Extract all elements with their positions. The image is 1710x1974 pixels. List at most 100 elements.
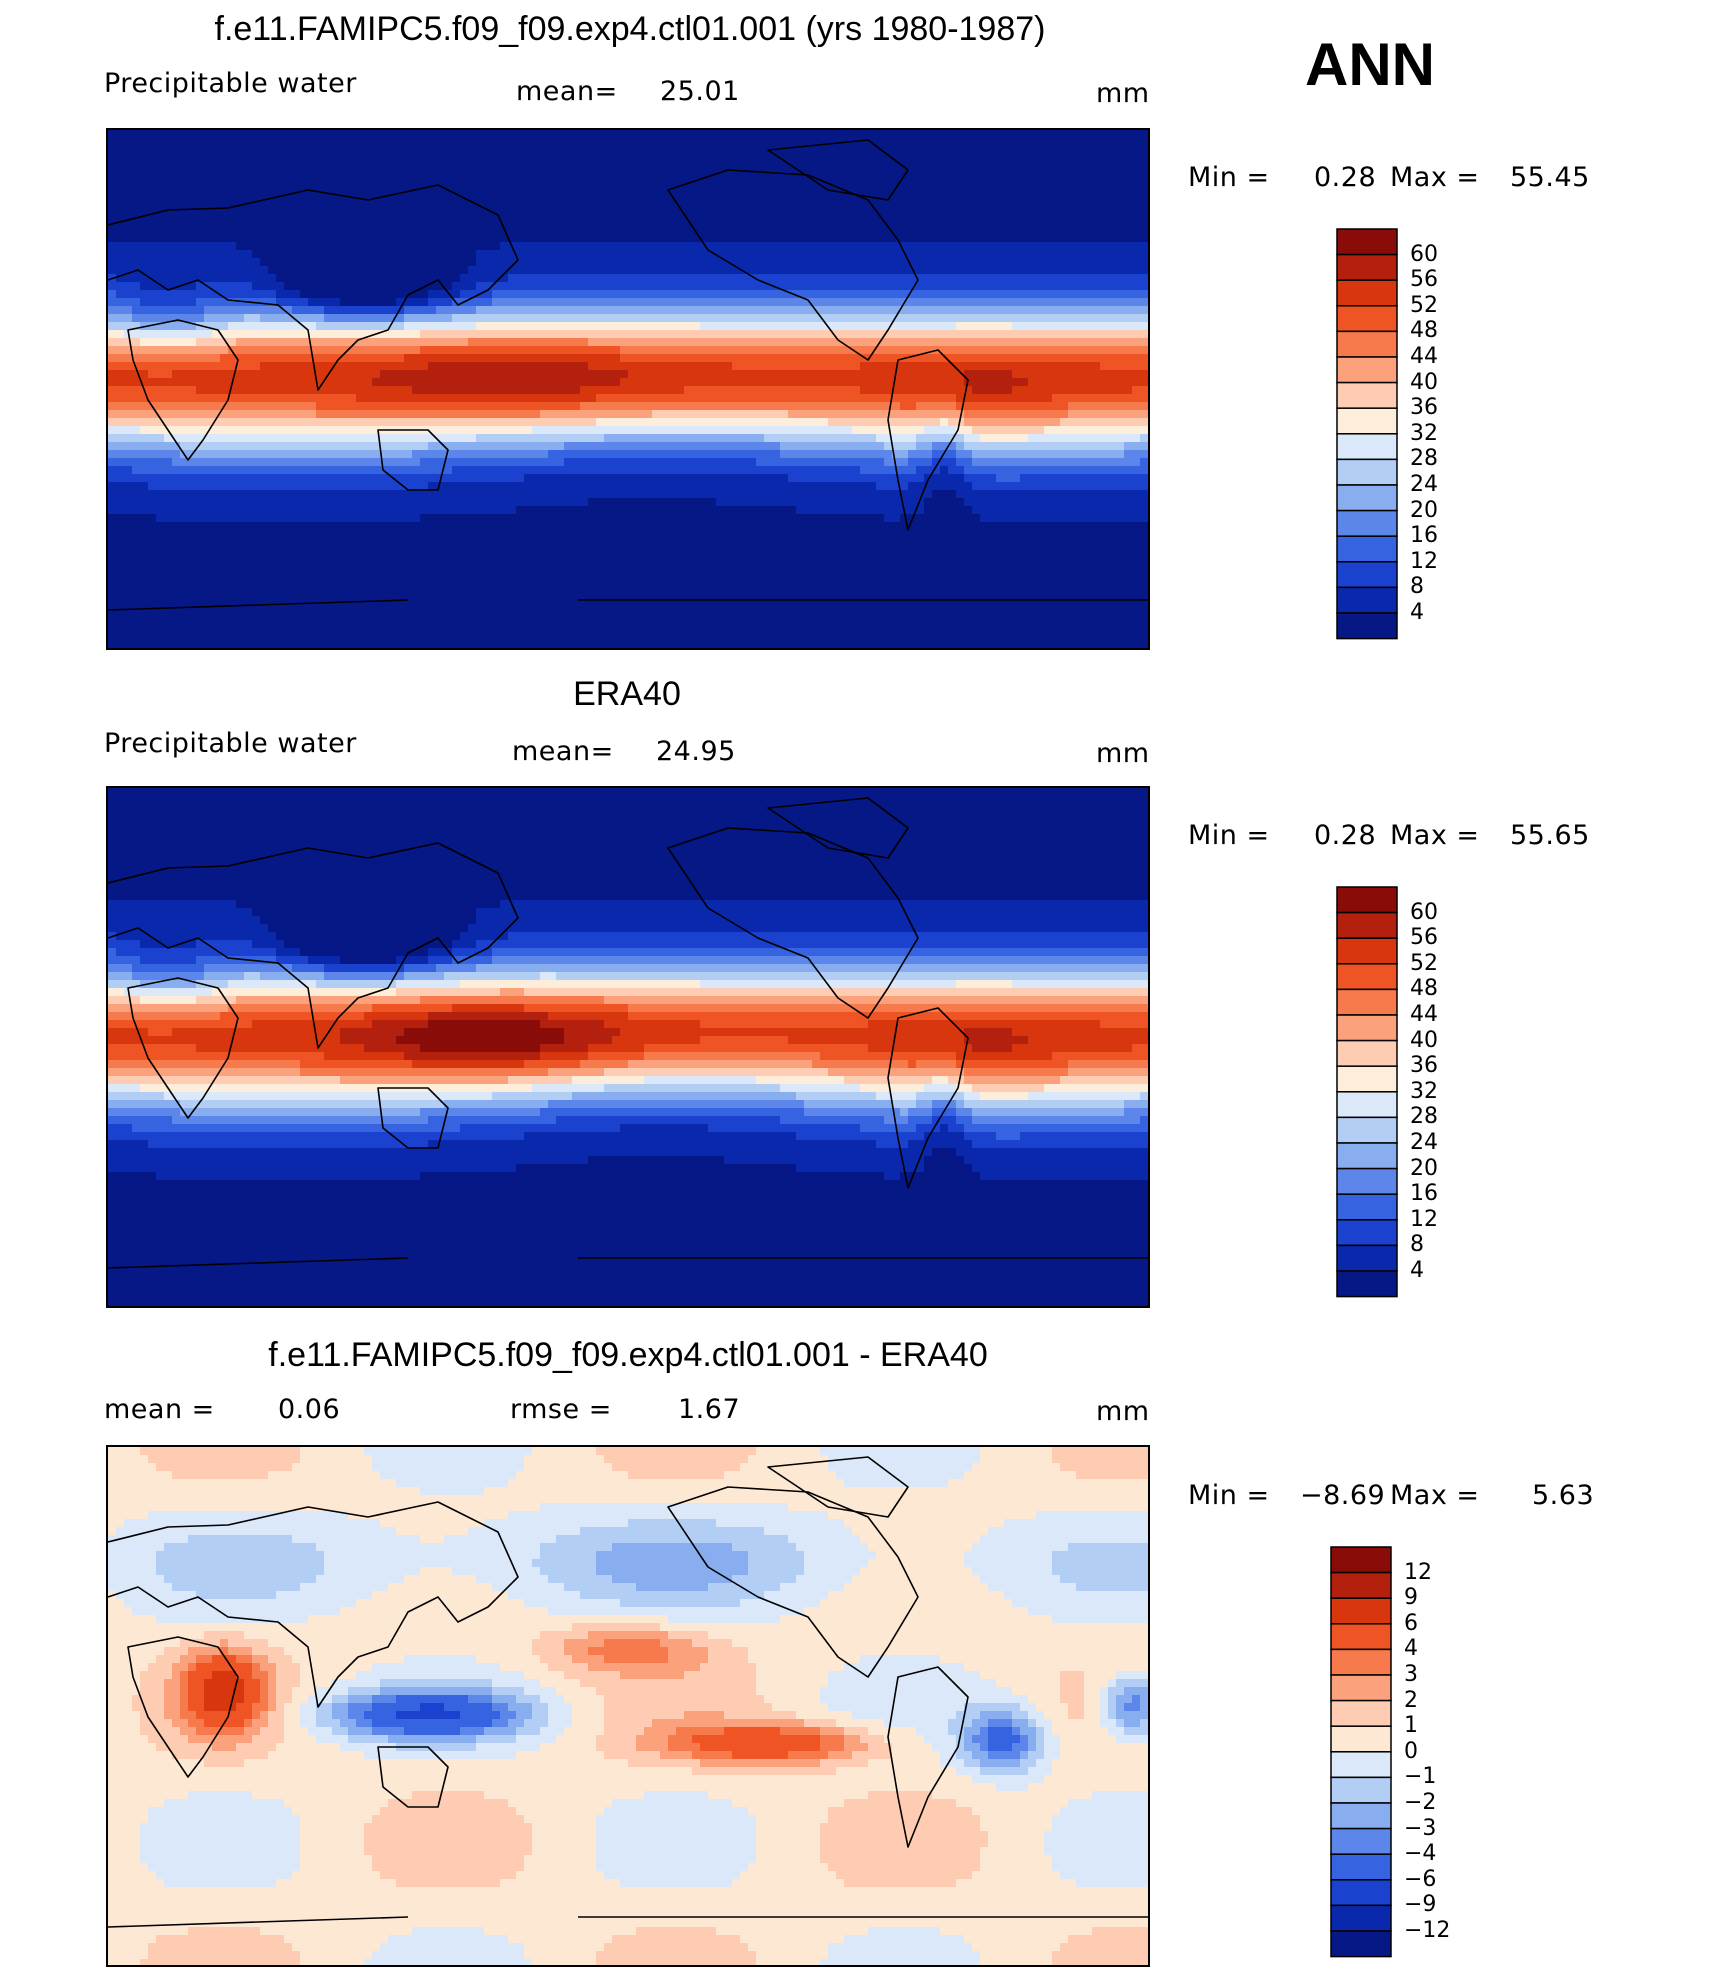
coastline [108,1257,1148,1269]
panel-3-units: mm [1096,1396,1150,1427]
panel-3-min-label: Min = [1188,1480,1270,1511]
colorbar-swatch [1330,1853,1392,1881]
colorbar-swatch [1336,1116,1398,1144]
colorbar-tick-label: 44 [1410,1002,1438,1027]
colorbar-tick-label: 44 [1410,344,1438,369]
panel-1-map [106,128,1150,650]
coastline [127,977,239,1119]
coastline [377,1087,449,1149]
colorbar-tick-label: 16 [1410,523,1438,548]
colorbar-swatch [1336,1014,1398,1042]
colorbar-tick-label: 32 [1410,1079,1438,1104]
panel-2-min-value: 0.28 [1314,820,1376,851]
colorbar-swatch [1330,1623,1392,1651]
colorbar-swatch [1330,1699,1392,1727]
panel-3-rmse-label: rmse = [510,1394,612,1425]
coastline [767,797,909,859]
colorbar-tick-label: 4 [1404,1636,1418,1661]
colorbar-tick-label: −3 [1404,1816,1436,1841]
panel-1-mean-value: 25.01 [660,76,740,107]
colorbar-swatch [1336,356,1398,384]
colorbar-tick-label: 36 [1410,1053,1438,1078]
colorbar-swatch [1336,1142,1398,1170]
colorbar-swatch [1336,963,1398,991]
colorbar-tick-label: 1 [1404,1713,1418,1738]
coastline [887,1666,969,1848]
coastline [108,842,519,1049]
colorbar-swatch [1330,1802,1392,1830]
panel-1-max-value: 55.45 [1510,162,1590,193]
coastline [767,139,909,201]
colorbar-tick-label: 0 [1404,1739,1418,1764]
panel-3-mean-value: 0.06 [278,1394,340,1425]
coastline [127,319,239,461]
colorbar-tick-label: 20 [1410,1156,1438,1181]
panel-3-min-value: −8.69 [1300,1480,1385,1511]
colorbar-swatch [1330,1546,1392,1574]
colorbar-swatch [1336,509,1398,537]
colorbar-swatch [1336,911,1398,939]
colorbar-tick-label: 2 [1404,1688,1418,1713]
colorbar-tick-label: −9 [1404,1892,1436,1917]
colorbar-swatch [1336,484,1398,512]
colorbar-tick-label: 32 [1410,421,1438,446]
panel-3-rmse-value: 1.67 [678,1394,740,1425]
coastline [108,184,519,391]
panel-2-min-label: Min = [1188,820,1270,851]
colorbar-swatch [1330,1776,1392,1804]
coastline [127,1636,239,1778]
panel-3-contour-field [108,1447,1148,1965]
panel-1-max-label: Max = [1390,162,1480,193]
colorbar-tick-label: 52 [1410,293,1438,318]
colorbar-tick-label: 8 [1410,1232,1424,1257]
colorbar-tick-label: 60 [1410,242,1438,267]
colorbar-swatch [1330,1827,1392,1855]
colorbar-swatch [1330,1674,1392,1702]
colorbar-tick-label: 9 [1404,1585,1418,1610]
colorbar-swatch [1330,1879,1392,1907]
colorbar-tick-label: 48 [1410,976,1438,1001]
season-label: ANN [1305,30,1435,99]
panel-2-contour-field [108,788,1148,1306]
panel-3-mean-label: mean = [104,1394,215,1425]
colorbar-swatch [1336,612,1398,640]
panel-1-mean-label: mean= [516,76,618,107]
panel-2-mean-value: 24.95 [656,736,736,767]
coastline [108,599,1148,611]
colorbar-swatch [1336,1091,1398,1119]
coastline [887,1007,969,1189]
panel-2-mean-label: mean= [512,736,614,767]
panel-2-variable-name: Precipitable water [104,728,357,759]
panel-1-variable-name: Precipitable water [104,68,357,99]
colorbar-tick-label: 24 [1410,472,1438,497]
colorbar-swatch [1336,458,1398,486]
colorbar-swatch [1336,433,1398,461]
colorbar-swatch [1336,1219,1398,1247]
colorbar-tick-label: −2 [1404,1790,1436,1815]
colorbar-swatch [1330,1751,1392,1779]
coastline [887,349,969,531]
colorbar-swatch [1336,1167,1398,1195]
colorbar-tick-label: 12 [1404,1560,1432,1585]
colorbar-tick-label: −6 [1404,1867,1436,1892]
colorbar-tick-label: −4 [1404,1841,1436,1866]
colorbar-tick-label: 36 [1410,395,1438,420]
colorbar-tick-label: 60 [1410,900,1438,925]
colorbar-swatch [1336,1193,1398,1221]
colorbar-swatch [1336,381,1398,409]
colorbar-swatch [1336,407,1398,435]
colorbar-swatch [1336,1244,1398,1272]
colorbar-swatch [1336,1270,1398,1298]
colorbar-swatch [1336,1065,1398,1093]
colorbar-tick-label: 24 [1410,1130,1438,1155]
panel-1-min-label: Min = [1188,162,1270,193]
colorbar-swatch [1336,330,1398,358]
panel-1-min-value: 0.28 [1314,162,1376,193]
colorbar-swatch [1336,305,1398,333]
coastline [667,1486,919,1678]
coastline [377,1746,449,1808]
colorbar-tick-label: 40 [1410,370,1438,395]
colorbar-swatch [1330,1571,1392,1599]
coastline [667,827,919,1019]
coastline [108,1501,519,1708]
